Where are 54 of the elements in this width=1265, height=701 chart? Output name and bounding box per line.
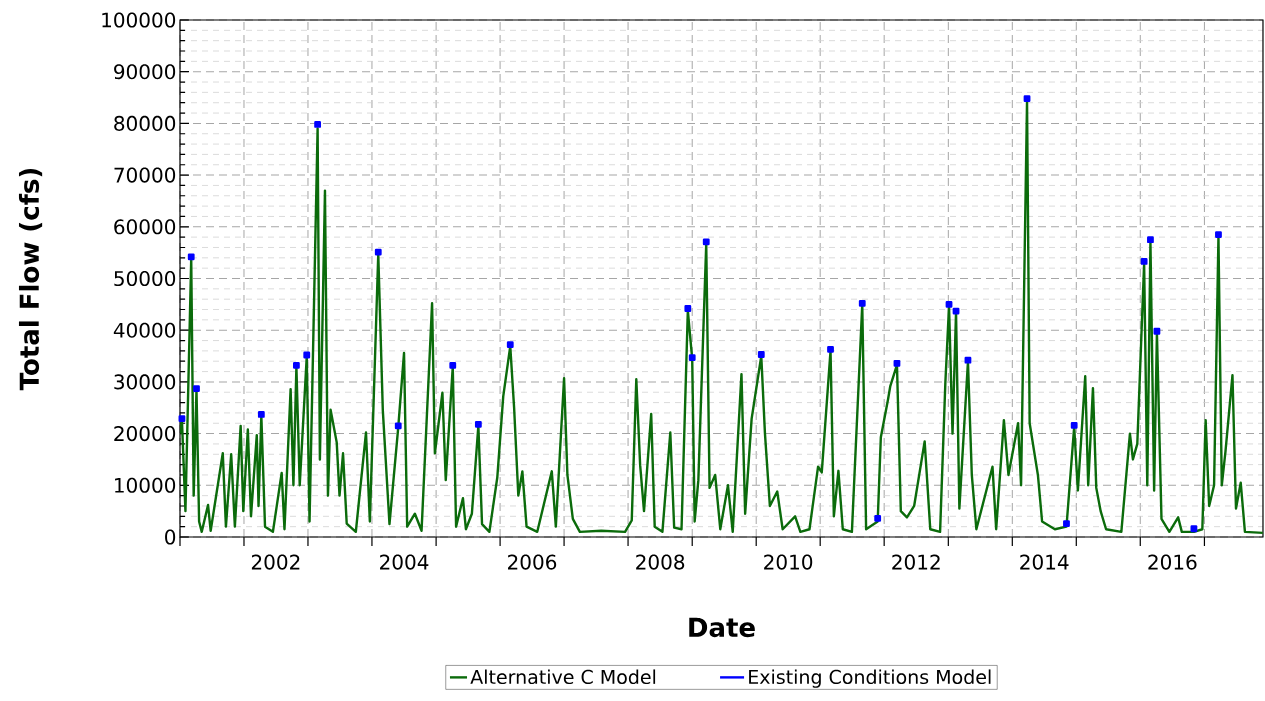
point	[688, 354, 696, 361]
x-tick-label: 2004	[380, 554, 429, 570]
y-tick-label: 10000	[115, 477, 176, 493]
point	[893, 359, 901, 367]
legend-label: Alternative C Model	[470, 669, 656, 685]
point	[506, 341, 514, 349]
point	[187, 253, 195, 261]
point	[1190, 525, 1198, 533]
y-tick-label: 60000	[114, 219, 176, 235]
point	[1023, 95, 1031, 102]
point	[964, 356, 972, 364]
point	[757, 351, 765, 358]
y-tick-label: 30000	[114, 374, 176, 390]
point	[257, 411, 265, 418]
point	[858, 299, 866, 307]
point	[303, 351, 311, 359]
x-tick-label: 2008	[636, 554, 685, 570]
point	[1147, 236, 1154, 244]
point	[684, 305, 692, 312]
point	[874, 514, 882, 522]
point	[702, 238, 710, 246]
x-tick-label: 2014	[1020, 554, 1069, 570]
point	[178, 415, 186, 423]
y-tick-label: 50000	[114, 270, 176, 287]
point	[827, 345, 834, 353]
point	[314, 121, 322, 128]
x-tick-label: 2016	[1148, 554, 1197, 570]
x-tick-label: 2010	[764, 554, 813, 570]
y-tick-label: 40000	[113, 322, 176, 338]
point	[193, 385, 200, 393]
x-axis-title: Date	[689, 617, 755, 638]
legend-label: Existing Conditions Model	[749, 669, 991, 688]
y-tick-label: 20000	[114, 426, 176, 442]
y-tick-label: 90000	[114, 64, 176, 80]
x-tick-label: 2006	[508, 554, 557, 570]
point	[1063, 520, 1070, 527]
point	[394, 422, 402, 430]
y-tick-label: 70000	[114, 167, 176, 183]
point	[474, 420, 482, 428]
y-tick-label: 0	[165, 529, 176, 545]
point	[449, 361, 457, 369]
point	[952, 307, 960, 315]
y-tick-label: 80000	[114, 115, 176, 131]
point	[374, 248, 382, 256]
x-tick-label: 2012	[892, 554, 940, 570]
x-tick-label: 2002	[251, 554, 300, 570]
point	[1215, 231, 1222, 238]
point	[1070, 421, 1078, 429]
y-tick-label: 100000	[102, 12, 176, 28]
y-axis-title: Total Flow (cfs)	[18, 168, 43, 391]
point	[1140, 258, 1148, 265]
point	[293, 361, 300, 369]
point	[945, 300, 953, 308]
point	[1153, 327, 1161, 335]
